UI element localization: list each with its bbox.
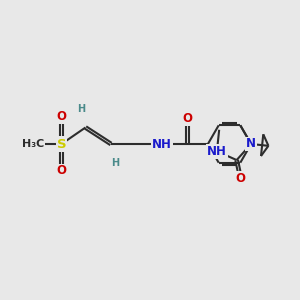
Text: H: H	[77, 103, 86, 114]
Text: H₃C: H₃C	[22, 139, 44, 149]
Text: NH: NH	[207, 145, 227, 158]
Text: O: O	[182, 112, 193, 125]
Text: O: O	[236, 172, 245, 185]
Text: NH: NH	[152, 137, 172, 151]
Text: N: N	[246, 137, 256, 151]
Text: S: S	[57, 137, 66, 151]
Text: O: O	[56, 110, 67, 124]
Text: O: O	[56, 164, 67, 178]
Text: H: H	[111, 158, 119, 168]
